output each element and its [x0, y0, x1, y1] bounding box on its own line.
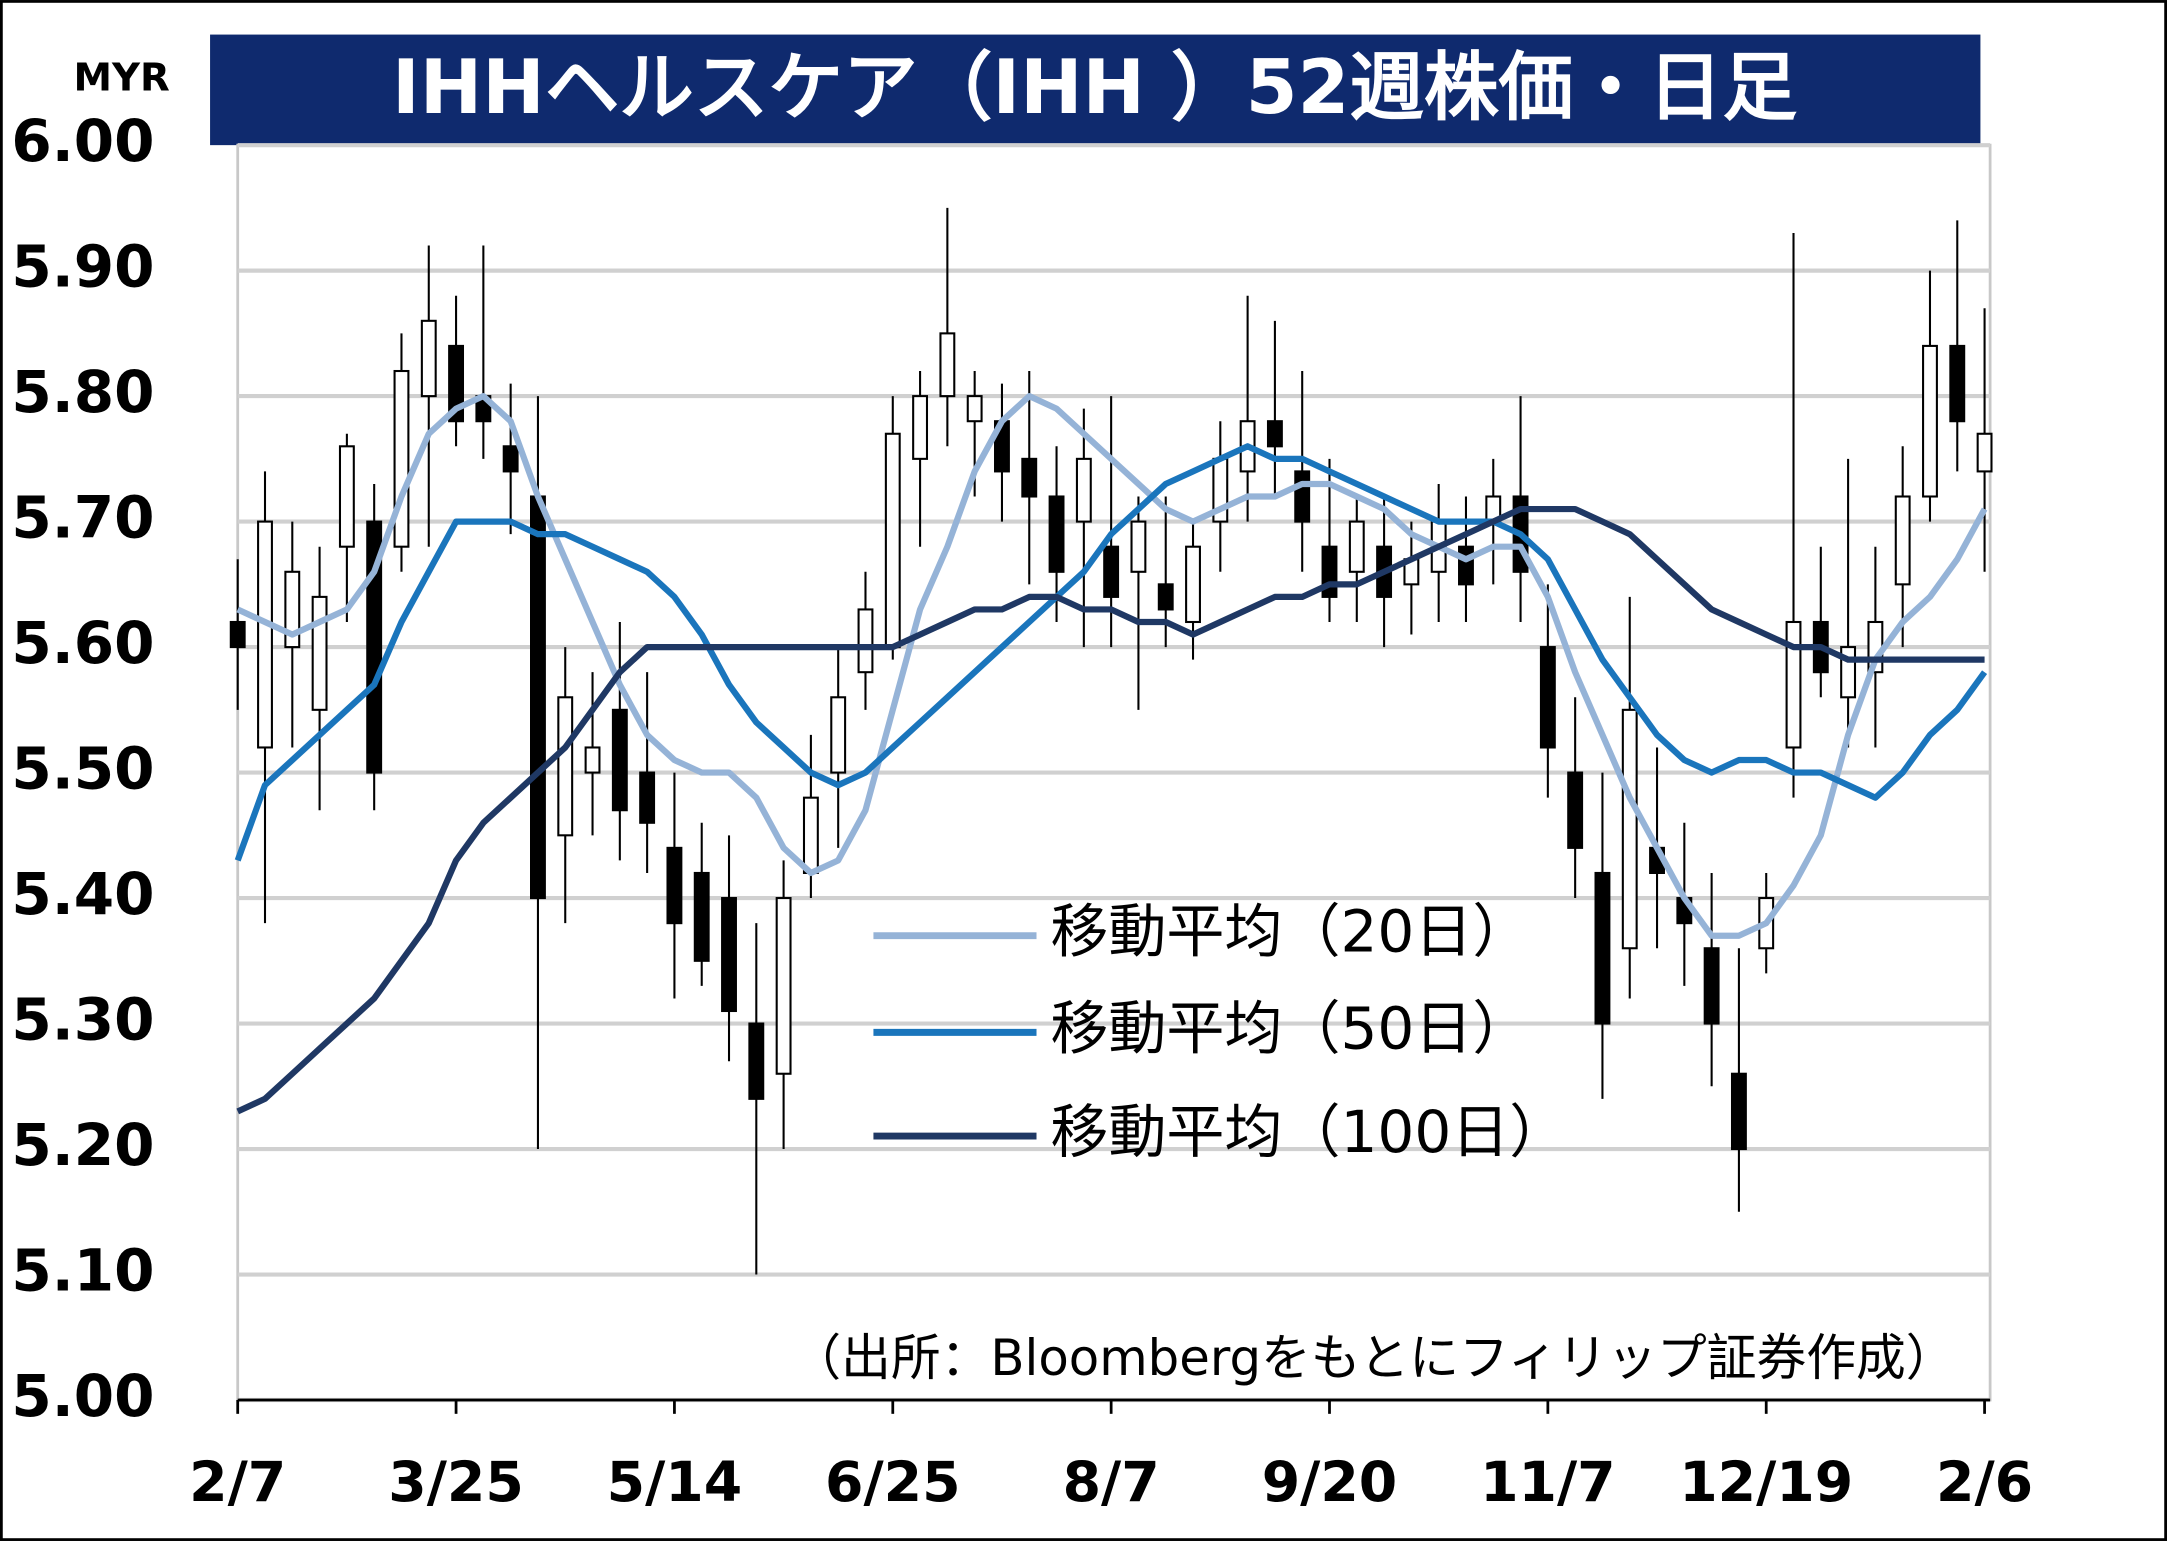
- legend-label: 移動平均（100日）: [1050, 1098, 1567, 1166]
- y-tick-label: 5.60: [11, 609, 154, 677]
- candle-body: [1021, 457, 1038, 498]
- candle-body: [502, 445, 519, 473]
- candle-body: [693, 871, 710, 962]
- candle-body: [1294, 470, 1311, 523]
- candle-body: [1621, 708, 1638, 950]
- candle-body: [1922, 344, 1938, 498]
- candle-body: [393, 369, 410, 548]
- candle-body: [1157, 583, 1174, 611]
- x-tick-label: 12/19: [1679, 1451, 1853, 1515]
- y-tick-label: 5.40: [11, 860, 154, 928]
- candle-body: [229, 620, 246, 649]
- y-tick-label: 5.20: [11, 1111, 154, 1179]
- candle-body: [366, 520, 383, 774]
- candle-body: [748, 1022, 765, 1100]
- candle-body: [1130, 520, 1147, 573]
- candle-body: [420, 319, 437, 398]
- x-tick-label: 3/25: [388, 1451, 524, 1515]
- x-tick-label: 2/6: [1936, 1451, 2033, 1515]
- candle-body: [311, 595, 328, 711]
- candle-body: [1785, 620, 1802, 749]
- candle-body: [1185, 545, 1201, 624]
- y-tick-label: 5.30: [11, 986, 154, 1054]
- candle-body: [530, 495, 546, 900]
- y-tick-label: 5.10: [11, 1237, 154, 1305]
- candle-body: [1976, 432, 1993, 473]
- candle-body: [257, 520, 273, 749]
- source-note: （出所：Bloombergをもとにフィリップ証券作成）: [791, 1329, 1955, 1387]
- candle-body: [666, 846, 683, 925]
- legend-label: 移動平均（20日）: [1050, 898, 1530, 966]
- candle-body: [857, 608, 874, 674]
- candle-body: [1949, 344, 1966, 423]
- x-tick-label: 2/7: [189, 1451, 286, 1515]
- y-tick-label: 5.80: [11, 358, 154, 426]
- x-tick-label: 11/7: [1480, 1451, 1616, 1515]
- candle-body: [830, 696, 847, 774]
- x-tick-label: 5/14: [607, 1451, 743, 1515]
- candle-body: [1266, 420, 1283, 448]
- candle-body: [1594, 871, 1611, 1025]
- moving-average-line: [234, 443, 1988, 862]
- moving-average-line: [236, 393, 1988, 939]
- y-unit: MYR: [73, 56, 170, 101]
- candle-body: [1048, 495, 1065, 573]
- legend-label: 移動平均（50日）: [1050, 995, 1530, 1063]
- candle-body: [1103, 545, 1120, 598]
- candle-body: [1458, 545, 1474, 586]
- candle-body: [1703, 947, 1720, 1025]
- candle-body: [966, 395, 983, 423]
- candle-body: [611, 708, 628, 812]
- candle-body: [1348, 520, 1365, 573]
- y-tick-label: 5.90: [11, 233, 154, 301]
- candle-body: [775, 897, 792, 1075]
- candle-body: [802, 796, 819, 874]
- x-tick-label: 9/20: [1262, 1451, 1398, 1515]
- candle-body: [721, 897, 737, 1013]
- candle-body: [912, 395, 929, 460]
- candle-body: [884, 432, 901, 649]
- candle-body: [939, 332, 956, 398]
- moving-average-line: [236, 505, 1985, 1115]
- candle-body: [448, 344, 465, 423]
- candle-body: [639, 771, 656, 824]
- candle-body: [284, 570, 301, 649]
- chart-title: IHHヘルスケア（IHH ）52週株価・日足: [392, 44, 1797, 131]
- x-tick-label: 8/7: [1063, 1451, 1160, 1515]
- candle-body: [1539, 646, 1556, 749]
- candle-body: [557, 696, 574, 837]
- y-tick-label: 6.00: [11, 107, 154, 175]
- y-tick-label: 5.50: [11, 735, 154, 803]
- candle-body: [1730, 1072, 1747, 1151]
- candle-body: [1567, 771, 1584, 849]
- candle-body: [1894, 495, 1911, 586]
- candle-body: [338, 445, 355, 548]
- y-tick-label: 5.70: [11, 484, 154, 552]
- y-tick-label: 5.00: [11, 1362, 154, 1430]
- candle-body: [1075, 457, 1092, 523]
- title-bar: [210, 34, 1981, 146]
- candle-body: [584, 746, 601, 774]
- x-tick-label: 6/25: [825, 1451, 961, 1515]
